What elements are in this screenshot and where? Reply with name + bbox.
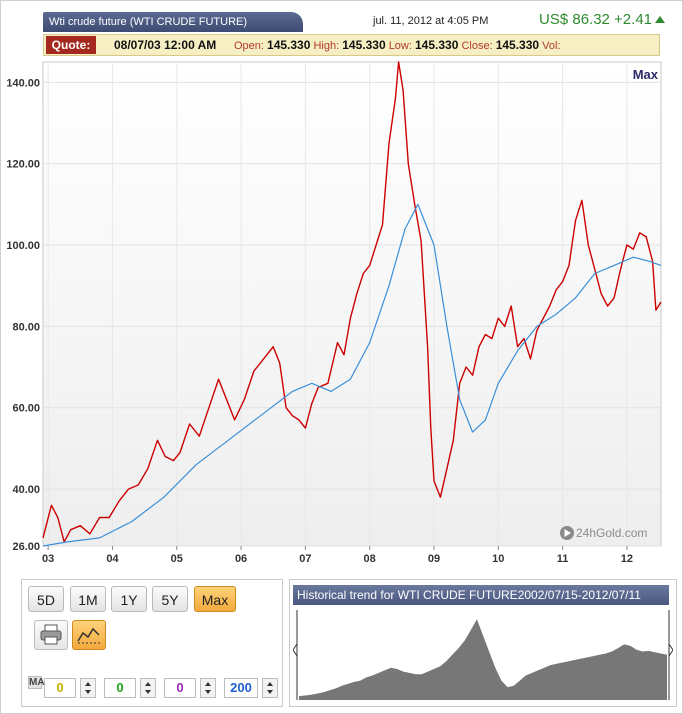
navigator-title: Historical trend for WTI CRUDE FUTURE200… [293,585,669,605]
vol-label: Vol: [542,40,561,52]
close-value: 145.330 [495,38,540,52]
watermark: 24hGold.com [560,526,647,540]
y-axis: 26.00 40.00 60.00 80.00 100.00 120.00 140.00 [6,77,40,553]
navigator-right-handle-icon[interactable] [668,642,673,658]
low-value: 145.330 [415,38,459,52]
quote-bar: Quote: 08/07/03 12:00 AM Open: 145.330 H… [43,34,660,56]
y-tick-label: 100.00 [6,240,40,252]
timestamp: jul. 11, 2012 at 4:05 PM [373,15,489,27]
x-tick-label: 05 [171,553,183,565]
y-tick-label: 80.00 [12,321,40,333]
y-tick-label: 140.00 [6,77,40,89]
range-1m-button[interactable]: 1M [70,586,106,612]
chart-type-button[interactable] [72,620,106,650]
printer-icon [40,624,62,645]
x-tick-label: 04 [106,553,119,565]
price-text: US$ 86.32 +2.41 [539,11,653,28]
x-tick-label: 03 [42,553,54,565]
play-glyph [564,529,571,537]
x-tick-label: 09 [428,553,440,565]
range-5y-button[interactable]: 5Y [152,586,188,612]
ma-field-3[interactable]: 0 [164,678,196,698]
navigator-left-handle-icon[interactable] [293,642,298,658]
y-tick-label: 40.00 [12,484,40,496]
x-tick-label: 10 [492,553,504,565]
x-tick-label: 07 [299,553,311,565]
controls-panel: 5D 1M 1Y 5Y Max MA 0 0 0 200 [21,579,283,707]
quote-badge: Quote: [46,36,96,54]
ma-spinner-3[interactable] [200,678,216,698]
high-label: High: [313,40,340,52]
y-tick-label: 60.00 [12,403,40,415]
chart-title-tab: Wti crude future (WTI CRUDE FUTURE) [43,12,303,32]
print-button[interactable] [34,620,68,650]
y-tick-label: 26.00 [12,541,40,553]
plot-area [42,61,662,547]
watermark-text: 24hGold.com [576,526,647,540]
range-1y-button[interactable]: 1Y [111,586,147,612]
navigator-area [299,619,667,700]
x-axis: 03 04 05 06 07 08 09 10 11 12 [42,546,633,565]
ma-field-2[interactable]: 0 [104,678,136,698]
quote-date: 08/07/03 12:00 AM [114,38,217,52]
open-value: 145.330 [267,38,311,52]
x-tick-label: 08 [364,553,376,565]
range-5d-button[interactable]: 5D [28,586,64,612]
moving-average-line [42,203,662,547]
line-chart-icon [77,627,101,644]
grid [43,62,661,547]
ma-field-4[interactable]: 200 [224,678,258,698]
open-label: Open: [234,40,264,52]
ma-spinner-4[interactable] [262,678,278,698]
low-label: Low: [388,40,412,52]
x-tick-label: 06 [235,553,247,565]
navigator-chart[interactable] [293,610,673,700]
y-tick-label: 120.00 [6,159,40,171]
price-chart[interactable]: 26.00 40.00 60.00 80.00 100.00 120.00 140.00 0… [1,59,683,571]
ma-field-1[interactable]: 0 [44,678,76,698]
ma-spinner-2[interactable] [140,678,156,698]
x-tick-label: 11 [557,553,569,565]
range-label: Max [633,67,659,82]
close-label: Close: [461,40,493,52]
series-group [42,61,662,547]
high-value: 145.330 [342,38,386,52]
navigator-panel: Historical trend for WTI CRUDE FUTURE200… [289,579,677,707]
x-tick-label: 12 [621,553,633,565]
up-arrow-icon [655,16,666,23]
price-change: US$ 86.32 +2.41 [539,11,666,28]
ma-spinner-1[interactable] [80,678,96,698]
quote-fields: Open: 145.330 High: 145.330 Low: 145.330… [234,35,561,56]
ma-label: MA [28,676,45,689]
range-max-button[interactable]: Max [194,586,236,612]
price-series-line [42,61,662,543]
